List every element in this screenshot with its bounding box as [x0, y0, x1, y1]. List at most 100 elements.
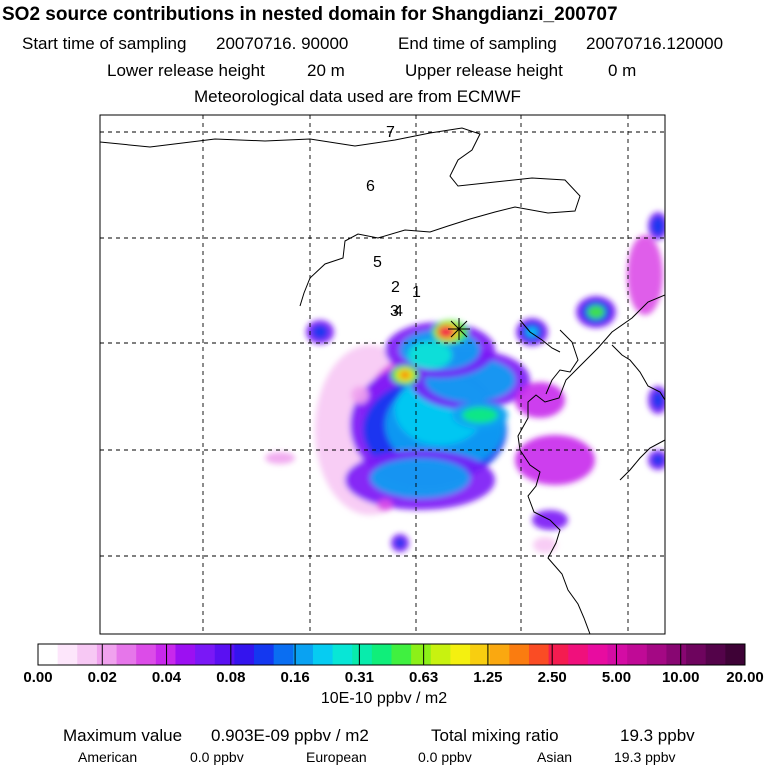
trajectory-point-2: 2 [391, 279, 400, 296]
plume-contour [370, 458, 470, 498]
plume-layer [265, 212, 665, 553]
plume-contour [652, 454, 664, 466]
meteo-note: Meteorological data used are from ECMWF [194, 87, 521, 106]
colorbar-swatch [136, 644, 157, 665]
total-mixing-label: Total mixing ratio [431, 726, 559, 745]
colorbar-swatch [371, 644, 392, 665]
trajectory-point-3: 3 [390, 303, 399, 320]
coastline [517, 294, 665, 634]
plume-contour [400, 371, 410, 379]
colorbar-swatch [430, 644, 451, 665]
coastline [519, 319, 561, 353]
colorbar-swatch [234, 644, 255, 665]
asian-label: Asian [537, 749, 573, 765]
end-time-label: End time of sampling [398, 34, 557, 53]
colorbar-tick-label: 20.00 [726, 669, 764, 686]
lower-height-value: 20 m [307, 61, 345, 80]
colorbar-swatch [470, 644, 491, 665]
plume-contour [515, 435, 595, 485]
colorbar-tick-label: 5.00 [601, 669, 632, 686]
end-time-value: 20070716.120000 [586, 34, 724, 53]
plume-contour [265, 452, 295, 464]
start-time-label: Start time of sampling [22, 34, 187, 53]
colorbar-tick-label: 0.31 [344, 669, 374, 686]
trajectory-point-5: 5 [373, 254, 382, 271]
colorbar-swatch [646, 644, 667, 665]
colorbar-swatch [77, 644, 98, 665]
max-value-label: Maximum value [63, 726, 183, 745]
upper-height-label: Upper release height [405, 61, 563, 80]
colorbar-swatch [686, 644, 707, 665]
station-marker [448, 318, 470, 340]
plume-contour [351, 386, 369, 404]
plume-contour [533, 537, 557, 553]
colorbar-swatch [705, 644, 726, 665]
european-label: European [306, 749, 367, 765]
coastline [545, 329, 579, 395]
colorbar-tick-label: 2.50 [537, 669, 567, 686]
colorbar-swatch [568, 644, 589, 665]
colorbar-swatch [666, 644, 687, 665]
chart-title: SO2 source contributions in nested domai… [2, 4, 618, 25]
colorbar [37, 643, 746, 666]
plume-contour [651, 216, 665, 236]
plume-contour [515, 382, 565, 418]
coastline-layer [100, 127, 665, 634]
colorbar-tick-label: 0.08 [216, 669, 246, 686]
colorbar-tick-label: 0.04 [151, 669, 182, 686]
colorbar-tick-label: 0.63 [409, 669, 439, 686]
colorbar-swatch [450, 644, 471, 665]
colorbar-tick-label: 0.02 [87, 669, 117, 686]
colorbar-tick-label: 1.25 [473, 669, 503, 686]
colorbar-tick-label: 0.16 [280, 669, 310, 686]
colorbar-swatch [528, 644, 550, 665]
american-value: 0.0 ppbv [190, 749, 244, 765]
asian-value: 19.3 ppbv [614, 749, 676, 765]
colorbar-swatch [96, 644, 117, 665]
trajectory-point-6: 6 [366, 178, 375, 195]
colorbar-swatch [725, 644, 746, 665]
colorbar-swatch [627, 644, 648, 665]
colorbar-swatch [391, 644, 412, 665]
colorbar-swatch [155, 644, 176, 665]
plot-frame [99, 114, 666, 635]
colorbar-swatch [489, 644, 510, 665]
colorbar-swatch [116, 644, 137, 665]
colorbar-tick-label: 10.00 [661, 669, 700, 686]
colorbar-swatch [312, 644, 333, 665]
trajectory-point-4: 4 [394, 303, 403, 320]
colorbar-unit: 10E-10 ppbv / m2 [320, 690, 448, 707]
plume-contour [395, 538, 405, 548]
colorbar-swatch [175, 644, 196, 665]
colorbar-swatch [332, 644, 353, 665]
colorbar-swatch [57, 644, 78, 665]
coastline [611, 344, 665, 401]
coastline [100, 127, 581, 307]
total-mixing-value: 19.3 ppbv [620, 726, 695, 745]
colorbar-swatch [214, 644, 235, 665]
plume-contour [526, 327, 538, 337]
colorbar-swatch [548, 644, 569, 665]
plume-contour [312, 325, 328, 339]
plume-contour [652, 391, 664, 409]
colorbar-swatch [38, 644, 59, 665]
upper-height-value: 0 m [608, 61, 637, 80]
plume-contour [627, 235, 663, 315]
colorbar-swatch [587, 644, 608, 665]
colorbar-swatch [509, 644, 530, 665]
american-label: American [78, 749, 138, 765]
grid-lines [100, 115, 665, 634]
colorbar-swatch [195, 644, 216, 665]
max-value: 0.903E-09 ppbv / m2 [211, 726, 369, 745]
plume-contour [377, 499, 393, 511]
trajectory-point-7: 7 [386, 124, 395, 141]
plume-contour [462, 407, 498, 423]
colorbar-swatch [254, 644, 275, 665]
plume-contour [587, 305, 605, 319]
lower-height-label: Lower release height [107, 61, 265, 80]
european-value: 0.0 ppbv [418, 749, 472, 765]
plume-contour [408, 341, 452, 369]
trajectory-labels: 1 2 3 4 5 6 7 [366, 124, 421, 320]
colorbar-swatch [607, 644, 628, 665]
